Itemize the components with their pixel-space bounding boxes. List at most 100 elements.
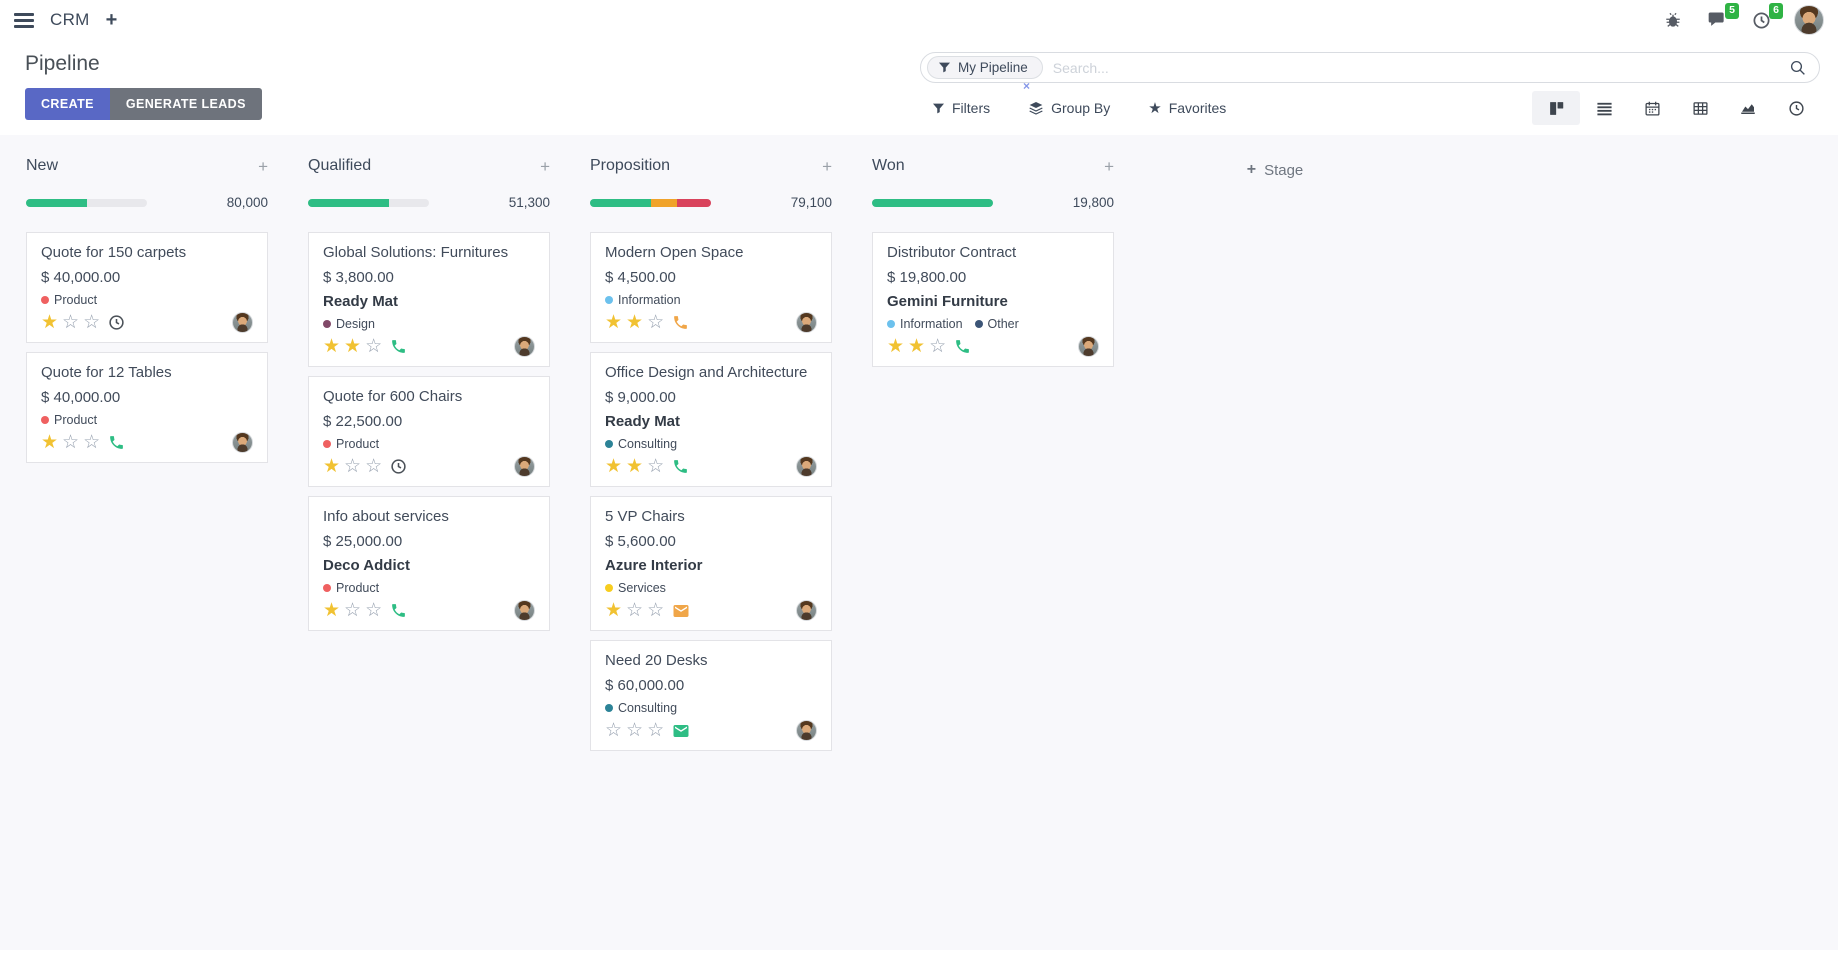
create-button[interactable]: CREATE: [25, 88, 110, 120]
star-filled-icon[interactable]: ★: [605, 456, 623, 477]
progress-segment[interactable]: [677, 198, 711, 207]
opportunity-card[interactable]: Quote for 150 carpets $ 40,000.00 Produc…: [26, 232, 268, 343]
star-empty-icon[interactable]: ☆: [365, 336, 383, 357]
add-stage-button[interactable]: + Stage: [1247, 161, 1304, 179]
priority-stars[interactable]: ★ ★ ☆: [605, 456, 664, 477]
column-progressbar[interactable]: [26, 198, 147, 207]
star-empty-icon[interactable]: ☆: [626, 600, 644, 621]
activities-clock-icon[interactable]: 6: [1750, 3, 1783, 31]
opportunity-card[interactable]: Distributor Contract $ 19,800.00 Gemini …: [872, 232, 1114, 367]
star-empty-icon[interactable]: ☆: [647, 600, 665, 621]
star-empty-icon[interactable]: ☆: [626, 720, 644, 741]
star-filled-icon[interactable]: ★: [626, 456, 644, 477]
star-empty-icon[interactable]: ☆: [647, 456, 665, 477]
envelope-action-button[interactable]: [672, 602, 690, 620]
opportunity-card[interactable]: Office Design and Architecture $ 9,000.0…: [590, 352, 832, 487]
salesperson-avatar[interactable]: [514, 600, 535, 621]
star-filled-icon[interactable]: ★: [323, 336, 341, 357]
group-by-button[interactable]: Group By: [1028, 100, 1110, 116]
opportunity-card[interactable]: Quote for 600 Chairs $ 22,500.00 Product…: [308, 376, 550, 487]
star-filled-icon[interactable]: ★: [41, 312, 59, 333]
kanban-view-button[interactable]: [1532, 91, 1580, 125]
salesperson-avatar[interactable]: [232, 432, 253, 453]
activity-view-button[interactable]: [1772, 91, 1820, 125]
salesperson-avatar[interactable]: [796, 456, 817, 477]
star-empty-icon[interactable]: ☆: [62, 312, 80, 333]
salesperson-avatar[interactable]: [796, 720, 817, 741]
star-empty-icon[interactable]: ☆: [83, 432, 101, 453]
search-icon[interactable]: [1789, 59, 1807, 77]
priority-stars[interactable]: ★ ☆ ☆: [605, 600, 664, 621]
column-quick-create-icon[interactable]: +: [1104, 156, 1114, 176]
user-avatar[interactable]: [1794, 5, 1824, 35]
progress-segment[interactable]: [590, 198, 651, 207]
list-view-button[interactable]: [1580, 91, 1628, 125]
phone-action-button[interactable]: [390, 338, 407, 355]
apps-menu-icon[interactable]: [14, 12, 34, 28]
generate-leads-button[interactable]: GENERATE LEADS: [109, 88, 262, 120]
debug-bug-icon[interactable]: [1662, 9, 1684, 31]
star-empty-icon[interactable]: ☆: [365, 600, 383, 621]
phone-action-button[interactable]: [672, 458, 689, 475]
opportunity-card[interactable]: 5 VP Chairs $ 5,600.00 Azure Interior Se…: [590, 496, 832, 631]
star-filled-icon[interactable]: ★: [626, 312, 644, 333]
star-empty-icon[interactable]: ☆: [365, 456, 383, 477]
envelope-action-button[interactable]: [672, 722, 690, 740]
search-facet-my-pipeline[interactable]: My Pipeline: [927, 56, 1043, 79]
star-empty-icon[interactable]: ☆: [344, 600, 362, 621]
phone-action-button[interactable]: [390, 602, 407, 619]
add-icon[interactable]: +: [105, 9, 118, 31]
priority-stars[interactable]: ★ ☆ ☆: [323, 600, 382, 621]
progress-segment[interactable]: [26, 198, 87, 207]
column-quick-create-icon[interactable]: +: [540, 156, 550, 176]
calendar-view-button[interactable]: [1628, 91, 1676, 125]
star-filled-icon[interactable]: ★: [323, 600, 341, 621]
progress-segment[interactable]: [308, 198, 390, 207]
star-filled-icon[interactable]: ★: [344, 336, 362, 357]
salesperson-avatar[interactable]: [796, 600, 817, 621]
star-empty-icon[interactable]: ☆: [62, 432, 80, 453]
clock-action-button[interactable]: [390, 458, 407, 475]
opportunity-card[interactable]: Quote for 12 Tables $ 40,000.00 Product …: [26, 352, 268, 463]
star-filled-icon[interactable]: ★: [605, 312, 623, 333]
graph-view-button[interactable]: [1724, 91, 1772, 125]
filters-button[interactable]: Filters: [932, 100, 990, 116]
star-filled-icon[interactable]: ★: [887, 336, 905, 357]
column-quick-create-icon[interactable]: +: [822, 156, 832, 176]
star-filled-icon[interactable]: ★: [323, 456, 341, 477]
clock-action-button[interactable]: [108, 314, 125, 331]
star-filled-icon[interactable]: ★: [908, 336, 926, 357]
priority-stars[interactable]: ★ ☆ ☆: [41, 432, 100, 453]
priority-stars[interactable]: ★ ★ ☆: [323, 336, 382, 357]
opportunity-card[interactable]: Modern Open Space $ 4,500.00 Information…: [590, 232, 832, 343]
column-progressbar[interactable]: [590, 198, 711, 207]
priority-stars[interactable]: ★ ☆ ☆: [323, 456, 382, 477]
phone-action-button[interactable]: [108, 434, 125, 451]
progress-segment[interactable]: [650, 198, 678, 207]
salesperson-avatar[interactable]: [232, 312, 253, 333]
star-empty-icon[interactable]: ☆: [605, 720, 623, 741]
star-filled-icon[interactable]: ★: [605, 600, 623, 621]
star-empty-icon[interactable]: ☆: [83, 312, 101, 333]
opportunity-card[interactable]: Global Solutions: Furnitures $ 3,800.00 …: [308, 232, 550, 367]
star-filled-icon[interactable]: ★: [41, 432, 59, 453]
opportunity-card[interactable]: Need 20 Desks $ 60,000.00 Consulting ☆ ☆ ☆: [590, 640, 832, 751]
phone-action-button[interactable]: [672, 314, 689, 331]
salesperson-avatar[interactable]: [514, 336, 535, 357]
priority-stars[interactable]: ☆ ☆ ☆: [605, 720, 664, 741]
search-input[interactable]: [1042, 59, 1789, 76]
facet-remove-icon[interactable]: ×: [1023, 79, 1031, 93]
opportunity-card[interactable]: Info about services $ 25,000.00 Deco Add…: [308, 496, 550, 631]
pivot-view-button[interactable]: [1676, 91, 1724, 125]
priority-stars[interactable]: ★ ★ ☆: [887, 336, 946, 357]
star-empty-icon[interactable]: ☆: [647, 312, 665, 333]
priority-stars[interactable]: ★ ★ ☆: [605, 312, 664, 333]
column-progressbar[interactable]: [872, 198, 993, 207]
phone-action-button[interactable]: [954, 338, 971, 355]
column-quick-create-icon[interactable]: +: [258, 156, 268, 176]
messages-icon[interactable]: 5: [1706, 3, 1739, 31]
app-name[interactable]: CRM: [50, 10, 90, 29]
salesperson-avatar[interactable]: [796, 312, 817, 333]
star-empty-icon[interactable]: ☆: [344, 456, 362, 477]
salesperson-avatar[interactable]: [1078, 336, 1099, 357]
